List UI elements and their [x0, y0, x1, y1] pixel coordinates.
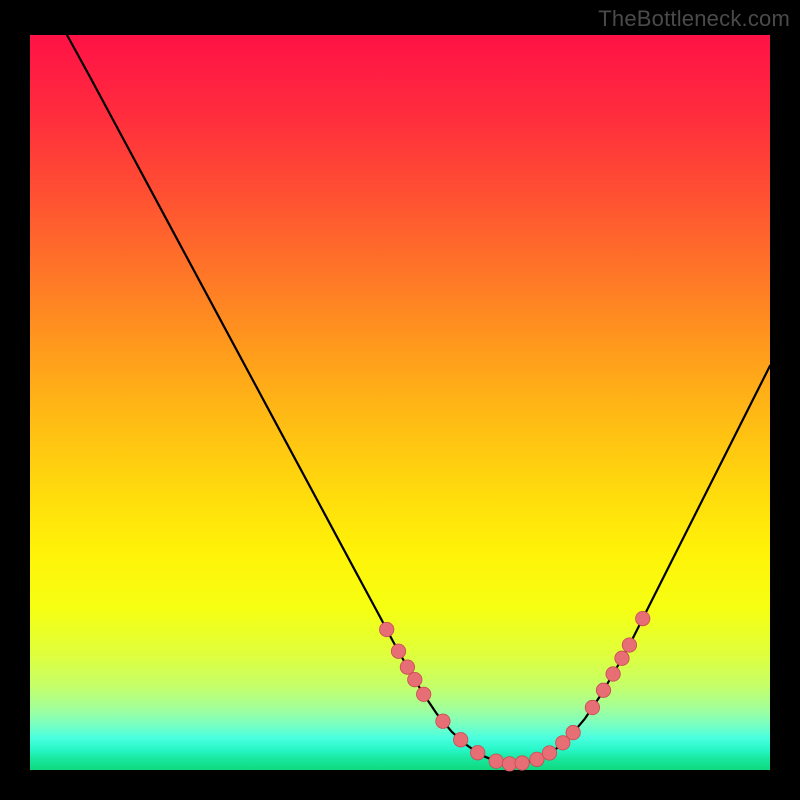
chart-svg [0, 0, 800, 800]
bottleneck-chart [0, 0, 800, 800]
watermark-text: TheBottleneck.com [598, 6, 790, 32]
